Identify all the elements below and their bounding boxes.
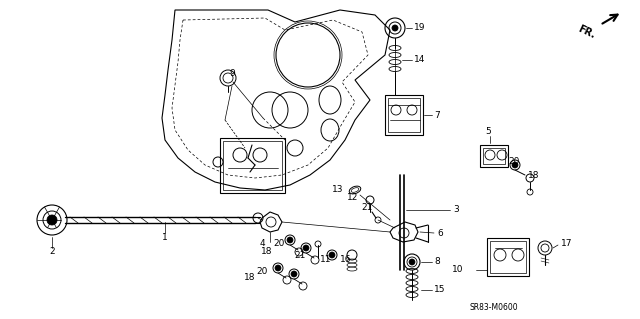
Text: 5: 5 — [485, 128, 491, 137]
Text: 1: 1 — [162, 233, 168, 241]
Bar — [487, 238, 529, 276]
Circle shape — [287, 237, 293, 243]
Text: 10: 10 — [451, 265, 463, 275]
Text: 11: 11 — [320, 256, 332, 264]
Circle shape — [512, 162, 518, 168]
Text: 18: 18 — [528, 170, 540, 180]
Circle shape — [329, 252, 335, 258]
Text: 16: 16 — [340, 256, 351, 264]
Circle shape — [303, 245, 309, 251]
Text: 18: 18 — [243, 273, 255, 283]
Text: 19: 19 — [414, 24, 426, 33]
Bar — [223, 141, 282, 190]
Text: 18: 18 — [260, 248, 272, 256]
Bar — [385, 95, 423, 135]
Text: 13: 13 — [332, 186, 343, 195]
Text: 20: 20 — [274, 239, 285, 248]
Circle shape — [409, 259, 415, 265]
Text: 21: 21 — [362, 204, 373, 212]
Text: 12: 12 — [347, 194, 358, 203]
Bar — [490, 241, 526, 273]
Circle shape — [275, 265, 281, 271]
Text: 15: 15 — [434, 286, 445, 294]
Bar — [388, 98, 420, 132]
Bar — [483, 148, 505, 164]
Circle shape — [392, 25, 398, 31]
Circle shape — [47, 215, 57, 225]
Text: 21: 21 — [294, 250, 306, 259]
Text: 4: 4 — [259, 239, 265, 248]
Text: 9: 9 — [229, 70, 235, 78]
Text: 8: 8 — [434, 257, 440, 266]
Text: 20: 20 — [257, 268, 268, 277]
Text: 20: 20 — [508, 158, 520, 167]
Text: 2: 2 — [49, 248, 55, 256]
Text: 3: 3 — [453, 205, 459, 214]
Text: 7: 7 — [434, 110, 440, 120]
Text: SR83-M0600: SR83-M0600 — [470, 303, 518, 313]
Text: 6: 6 — [437, 228, 443, 238]
Text: FR.: FR. — [576, 24, 596, 40]
Text: 14: 14 — [414, 56, 426, 64]
Text: 17: 17 — [561, 240, 573, 249]
Circle shape — [291, 271, 297, 277]
Bar — [220, 138, 285, 193]
Bar — [480, 145, 508, 167]
